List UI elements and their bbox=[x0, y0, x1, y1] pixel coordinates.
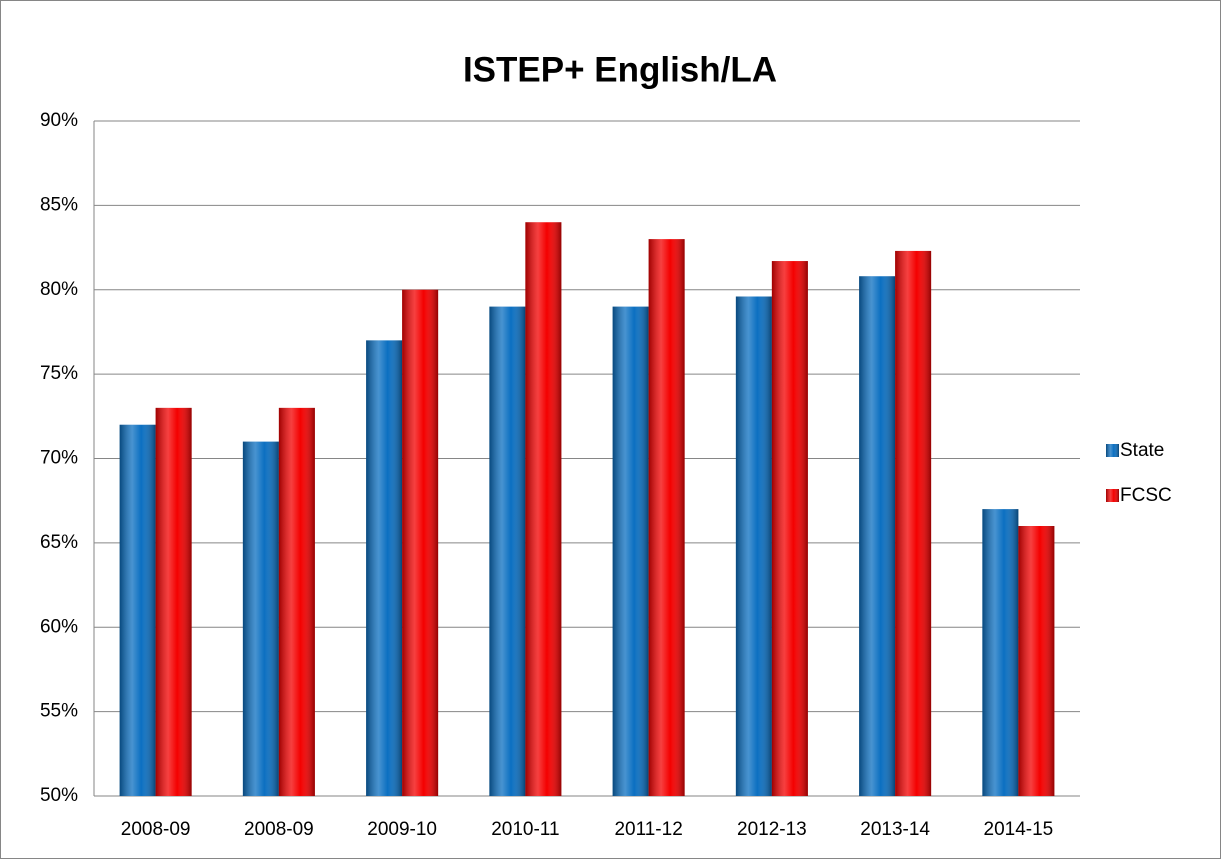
x-tick-label: 2014-15 bbox=[984, 819, 1054, 840]
bar-shade bbox=[1018, 526, 1055, 796]
bar-shade bbox=[366, 340, 403, 796]
bar-shade bbox=[402, 289, 439, 796]
x-tick-label: 2012-13 bbox=[737, 819, 807, 840]
bar-shade bbox=[489, 306, 526, 796]
bar-shade bbox=[895, 250, 932, 796]
y-tick-label: 90% bbox=[40, 110, 78, 131]
legend-label: State bbox=[1120, 440, 1164, 461]
bar-shade bbox=[612, 306, 649, 796]
x-tick-label: 2008-09 bbox=[121, 819, 191, 840]
x-tick-label: 2009-10 bbox=[367, 819, 437, 840]
legend-swatch-shade bbox=[1106, 489, 1119, 502]
bar-shade bbox=[525, 222, 562, 796]
x-tick-label: 2008-09 bbox=[244, 819, 314, 840]
y-tick-label: 85% bbox=[40, 194, 78, 215]
y-tick-label: 55% bbox=[40, 701, 78, 722]
bar-shade bbox=[982, 509, 1019, 796]
x-tick-label: 2011-12 bbox=[614, 819, 682, 840]
bar-shade bbox=[155, 407, 192, 796]
x-tick-label: 2013-14 bbox=[860, 819, 930, 840]
y-tick-label: 75% bbox=[40, 363, 78, 384]
x-tick-label: 2010-11 bbox=[491, 819, 559, 840]
bar-shade bbox=[119, 424, 156, 796]
legend-label: FCSC bbox=[1120, 485, 1172, 506]
bar-shade bbox=[735, 296, 772, 796]
chart-title: ISTEP+ English/LA bbox=[463, 50, 777, 89]
y-tick-label: 65% bbox=[40, 532, 78, 553]
bar-shade bbox=[242, 441, 279, 796]
y-tick-label: 60% bbox=[40, 616, 78, 637]
y-tick-label: 70% bbox=[40, 448, 78, 469]
bar-shade bbox=[859, 276, 896, 796]
y-tick-label: 50% bbox=[40, 785, 78, 806]
bar-shade bbox=[771, 261, 808, 796]
bar-shade bbox=[278, 407, 315, 796]
legend-swatch-shade bbox=[1106, 444, 1119, 457]
bar-shade bbox=[648, 239, 685, 796]
y-tick-label: 80% bbox=[40, 279, 78, 300]
